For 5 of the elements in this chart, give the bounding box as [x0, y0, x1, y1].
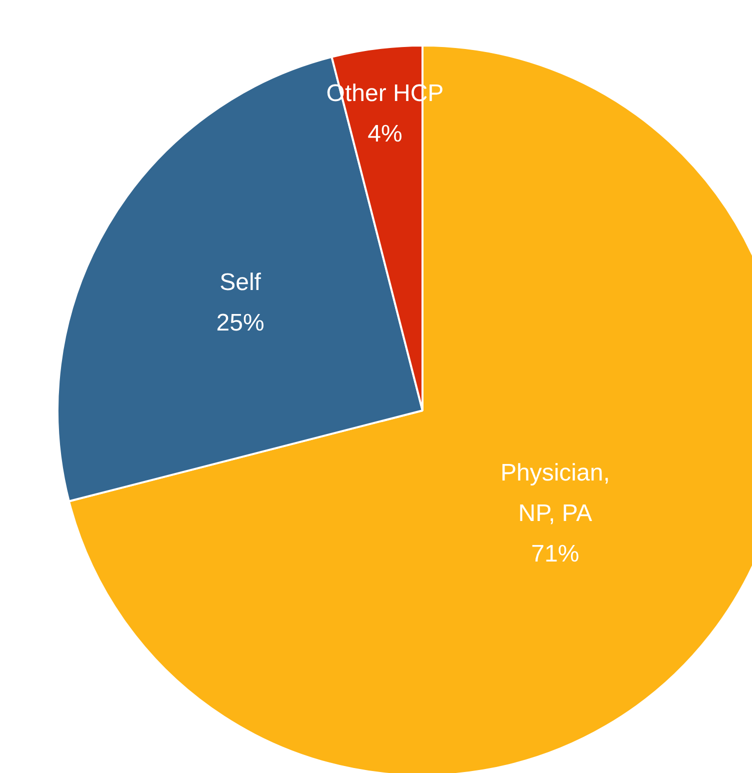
- data-label: 4%: [368, 120, 402, 148]
- slice-label: Self: [220, 268, 262, 296]
- data-label: 71%: [531, 540, 580, 568]
- slice-label: Physician, NP, PA: [500, 459, 610, 527]
- data-label: 25%: [216, 309, 264, 336]
